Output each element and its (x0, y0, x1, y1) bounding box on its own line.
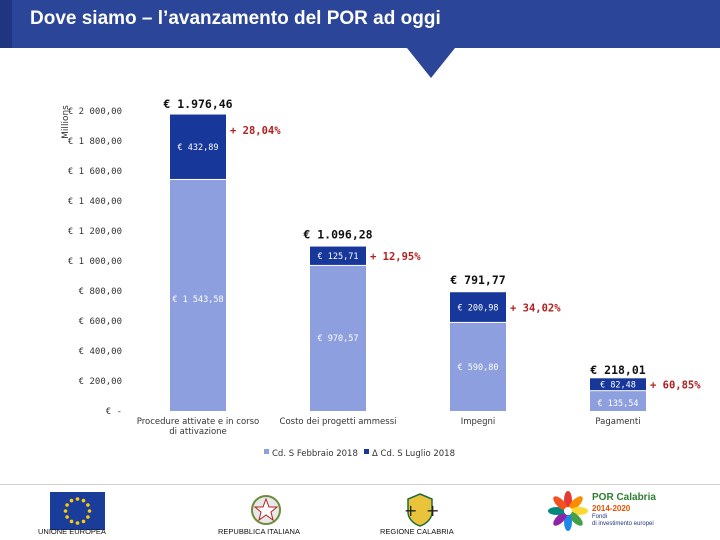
y-tick-label: € 1 200,00 (68, 227, 122, 237)
y-tick-label: € 800,00 (79, 287, 122, 297)
bar-segment-feb-2018 (170, 179, 226, 411)
calabria-caption: REGIONE CALABRIA (380, 527, 454, 536)
percent-change-label: + 12,95% (370, 251, 421, 263)
legend-swatch-delta-jul-2018 (364, 449, 369, 454)
y-tick-label: € 400,00 (79, 347, 122, 357)
eu-star-icon (86, 515, 90, 519)
eu-star-icon (69, 498, 74, 503)
data-label-delta-jul-2018: € 125,71 (318, 252, 359, 262)
x-category-label: Costo dei progetti ammessi (280, 417, 397, 427)
svg-text:+: + (404, 501, 417, 520)
y-axis-unit: Millions (61, 105, 71, 139)
eu-star-icon (75, 497, 80, 501)
stacked-bar-chart: Millions € - € 200,00 € 400,00 € 600,00 € 800… (61, 97, 701, 459)
header-banner: Dove siamo – l’avanzamento del POR ad og… (0, 0, 720, 78)
percent-change-label: + 60,85% (650, 379, 701, 391)
calabria-emblem-icon: + + (404, 493, 439, 527)
data-label-feb-2018: € 590,80 (458, 363, 499, 373)
svg-text:+: + (426, 501, 439, 520)
data-label-feb-2018: € 1 543,58 (172, 295, 223, 305)
y-tick-label: € 1 600,00 (68, 167, 122, 177)
por-petal-icon (568, 496, 583, 511)
eu-star-icon (65, 515, 69, 519)
y-tick-label: € 2 000,00 (68, 107, 122, 117)
legend-label-delta-jul-2018: Δ Cd. S Luglio 2018 (372, 449, 455, 459)
eu-star-icon (69, 519, 74, 524)
italy-caption: REPUBBLICA ITALIANA (218, 527, 300, 536)
footer-divider (0, 484, 720, 485)
por-subtitle: di investimento europei (592, 521, 654, 527)
bar-segment-feb-2018 (590, 390, 646, 411)
eu-flag-icon (50, 492, 105, 530)
eu-star-icon (63, 509, 68, 513)
x-category-label-line: Pagamenti (595, 417, 640, 427)
footer-logos: UNIONE EUROPEA REPUBBLICA ITALIANA + + R… (0, 484, 720, 540)
por-years: 2014-2020 (592, 504, 631, 513)
bar-segment-delta-jul-2018 (450, 292, 506, 323)
por-petal-icon (553, 496, 568, 511)
y-tick-label: € 1 400,00 (68, 197, 122, 207)
por-fondi: Fondi (592, 514, 608, 520)
legend-label-feb-2018: Cd. S Febbraio 2018 (272, 449, 358, 459)
y-tick-label: € 1 000,00 (68, 257, 122, 267)
eu-star-icon (87, 509, 92, 513)
x-category-label: Impegni (461, 417, 496, 427)
percent-change-label: + 34,02% (510, 302, 561, 314)
bar-segment-delta-jul-2018 (310, 246, 366, 266)
eu-star-icon (86, 503, 90, 507)
eu-star-icon (65, 503, 69, 507)
bar-segment-delta-jul-2018 (170, 114, 226, 180)
y-tick-label: € - (106, 407, 122, 417)
italian-emblem-icon (251, 495, 281, 525)
segment-separator (450, 321, 506, 323)
eu-star-icon (75, 521, 80, 525)
eu-caption: UNIONE EUROPEA (38, 527, 106, 536)
legend-swatch-feb-2018 (264, 449, 269, 454)
data-label-feb-2018: € 135,54 (598, 399, 639, 409)
por-petal-icon (568, 511, 583, 526)
eu-star-icon (81, 498, 86, 503)
page-title: Dove siamo – l’avanzamento del POR ad og… (30, 8, 441, 29)
percent-change-label: + 28,04% (230, 125, 281, 137)
bar-segment-feb-2018 (310, 265, 366, 411)
segment-separator (310, 264, 366, 266)
data-label-delta-jul-2018: € 432,89 (178, 143, 219, 153)
segment-separator (590, 390, 646, 392)
por-title: POR Calabria (592, 492, 656, 503)
data-label-delta-jul-2018: € 200,98 (458, 303, 499, 313)
segment-separator (170, 178, 226, 180)
x-category-label-line: di attivazione (169, 427, 227, 437)
y-tick-label: € 1 800,00 (68, 137, 122, 147)
por-petal-icon (553, 511, 568, 526)
data-label-delta-jul-2018: € 82,48 (600, 380, 636, 390)
x-category-label-line: Impegni (461, 417, 496, 427)
header-shape (0, 0, 720, 78)
x-category-label: Procedure attivate e in corso di attivazi… (137, 417, 260, 437)
total-label: € 218,01 (590, 363, 645, 377)
x-category-label-line: Costo dei progetti ammessi (280, 417, 397, 427)
y-tick-label: € 200,00 (79, 377, 122, 387)
y-tick-label: € 600,00 (79, 317, 122, 327)
x-category-label: Pagamenti (595, 417, 640, 427)
bar-segment-feb-2018 (450, 322, 506, 411)
x-category-label-line: Procedure attivate e in corso (137, 417, 260, 427)
data-label-feb-2018: € 970,57 (318, 334, 359, 344)
eu-star-icon (81, 519, 86, 524)
total-label: € 1.096,28 (303, 228, 372, 242)
por-flower-icon (548, 491, 588, 531)
total-label: € 1.976,46 (163, 97, 232, 111)
bar-segment-delta-jul-2018 (590, 378, 646, 391)
total-label: € 791,77 (450, 273, 505, 287)
